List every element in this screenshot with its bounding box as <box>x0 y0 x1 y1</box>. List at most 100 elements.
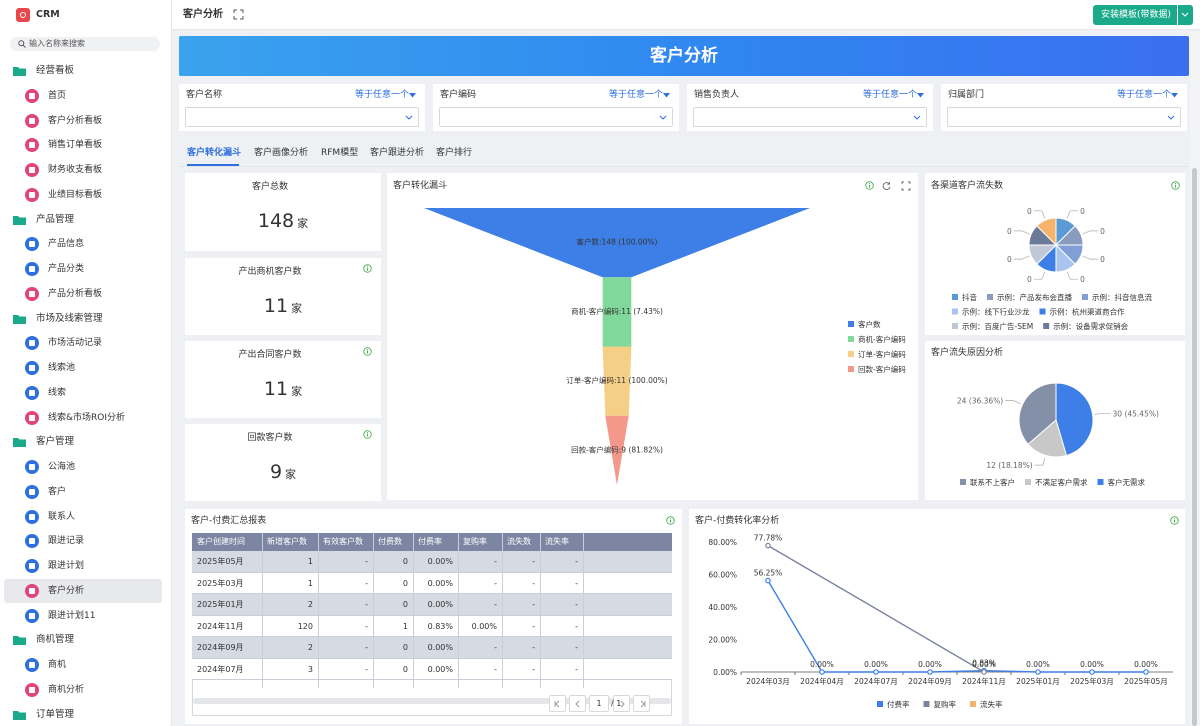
menu-item[interactable]: 客户分析看板 <box>48 115 103 126</box>
table-cell: - <box>494 557 497 566</box>
folder-icon <box>13 710 26 720</box>
table-cell: - <box>575 643 578 652</box>
menu-item[interactable]: 联系人 <box>48 511 76 522</box>
table-col-divider <box>540 533 541 688</box>
menu-item[interactable]: 公海池 <box>48 462 76 472</box>
menu-item[interactable]: 产品分类 <box>48 264 85 274</box>
legend-label: 示例：杭州渠道商合作 <box>1050 307 1125 317</box>
chevron-icon <box>659 115 667 120</box>
filter-operator[interactable]: 等于任意一个 <box>609 90 664 100</box>
tab[interactable]: 客户跟进分析 <box>370 148 425 158</box>
filter-select[interactable] <box>439 107 673 127</box>
filter-label: 销售负责人 <box>694 90 740 100</box>
search-box[interactable]: 输入名称来搜索 <box>10 37 160 51</box>
page-prev[interactable] <box>569 695 586 712</box>
info-ring <box>666 516 675 525</box>
table-col-divider <box>502 533 503 688</box>
menu-item[interactable]: 财务收支看板 <box>48 165 103 175</box>
label-leader <box>1082 230 1099 235</box>
point <box>873 669 879 675</box>
menu-item[interactable]: 业绩目标看板 <box>48 189 103 200</box>
menu-item[interactable]: 产品信息 <box>48 239 85 250</box>
menu-group[interactable]: 客户管理 <box>36 436 75 448</box>
legend-swatch <box>952 308 958 315</box>
tab[interactable]: 客户转化漏斗 <box>187 148 242 158</box>
menu-group[interactable]: 订单管理 <box>36 708 75 720</box>
legend-label: 示例：线下行业沙龙 <box>962 307 1030 317</box>
caret <box>409 93 416 98</box>
table-cell: 0.00% <box>471 621 497 631</box>
funnel-segment <box>602 277 632 347</box>
kpi-title: 产出商机客户数 <box>238 267 302 277</box>
series-line <box>767 545 985 673</box>
page-input[interactable]: 1 <box>589 695 609 712</box>
menu-group[interactable]: 市场及线索管理 <box>36 312 103 324</box>
info-dot <box>868 183 871 185</box>
menu-item[interactable]: 跟进计划11 <box>48 610 96 621</box>
filter-select[interactable] <box>693 107 927 127</box>
table-row-bg <box>192 658 672 680</box>
menu-item[interactable]: 跟进计划 <box>48 561 85 571</box>
menu-item[interactable]: 市场活动记录 <box>48 338 103 349</box>
menu-item[interactable]: 销售订单看板 <box>48 140 103 151</box>
label-leader <box>1094 412 1111 415</box>
filter-operator[interactable]: 等于任意一个 <box>863 90 918 100</box>
menu-item[interactable]: 首页 <box>48 90 67 101</box>
funnel-label: 回款-客户编码:9 (81.82%) <box>571 444 663 454</box>
data-label: 0.00% <box>810 660 834 669</box>
fullscreen-icon <box>901 181 911 191</box>
kpi-value-row: 148 家 <box>185 209 381 237</box>
filter-select[interactable] <box>185 107 419 127</box>
page-last[interactable] <box>633 695 650 712</box>
menu-item[interactable]: 产品分析看板 <box>48 288 103 299</box>
point <box>1035 669 1041 675</box>
info-dot <box>366 432 369 434</box>
legend-swatch <box>1043 323 1050 329</box>
tab[interactable]: 客户画像分析 <box>254 148 309 158</box>
label-leader <box>1033 210 1046 219</box>
x-tick-label: 2025年01月 <box>1016 676 1060 686</box>
menu-item[interactable]: 客户分析 <box>48 585 85 596</box>
data-label: 0.00% <box>864 660 888 669</box>
table-cell: 0.00% <box>427 664 453 674</box>
folder-icon <box>13 215 26 225</box>
table-cell: - <box>575 578 578 588</box>
filter-card: 归属部门 等于任意一个 <box>941 84 1187 131</box>
menu-item[interactable]: 商机分析 <box>48 684 85 695</box>
menu-group[interactable]: 经营看板 <box>36 65 75 76</box>
page-first[interactable] <box>549 695 566 712</box>
info-ring <box>363 264 372 273</box>
menu-item[interactable]: 线索 <box>48 387 67 398</box>
menu-group[interactable]: 商机管理 <box>36 634 75 646</box>
filter-card: 客户编码 等于任意一个 <box>433 84 679 131</box>
y-tick-label: 0.00% <box>713 668 737 677</box>
search-icon <box>18 40 26 48</box>
filter-operator[interactable]: 等于任意一个 <box>1117 90 1172 100</box>
table-col-divider <box>373 533 374 688</box>
funnel-panel: 客户转化漏斗 客户数:148 (100.00%) 客户数 商机-客户编码:11 (7.… <box>387 173 918 500</box>
filter-select[interactable] <box>947 107 1181 127</box>
menu-item[interactable]: 线索&市场ROI分析 <box>48 412 126 423</box>
install-dropdown[interactable] <box>1177 5 1193 25</box>
menu-item[interactable]: 线索池 <box>48 363 76 373</box>
legend-label: 抖音 <box>962 292 977 302</box>
menu-item[interactable]: 跟进记录 <box>48 536 85 547</box>
chevron-icon <box>1181 12 1189 17</box>
label-leader <box>1005 400 1021 405</box>
menu-item[interactable]: 客户 <box>48 486 67 497</box>
legend-swatch <box>987 294 993 300</box>
table-col-divider <box>458 533 459 688</box>
legend-label: 示例：设备需求促销会 <box>1053 321 1128 331</box>
install-button[interactable]: 安装模板(带数据) <box>1093 5 1177 25</box>
menu-group[interactable]: 产品管理 <box>36 213 75 225</box>
table-cell: 0 <box>402 600 408 609</box>
tab[interactable]: RFM模型 <box>321 148 359 158</box>
kpi-title: 产出合同客户数 <box>238 350 302 360</box>
folder <box>13 67 26 76</box>
menu-item[interactable]: 商机 <box>48 660 67 670</box>
tab[interactable]: 客户排行 <box>436 148 473 158</box>
legend-label: 客户无需求 <box>1108 477 1146 487</box>
page-next[interactable] <box>613 695 630 712</box>
filter-operator[interactable]: 等于任意一个 <box>355 90 410 100</box>
legend-label: 付费率 <box>887 699 910 709</box>
